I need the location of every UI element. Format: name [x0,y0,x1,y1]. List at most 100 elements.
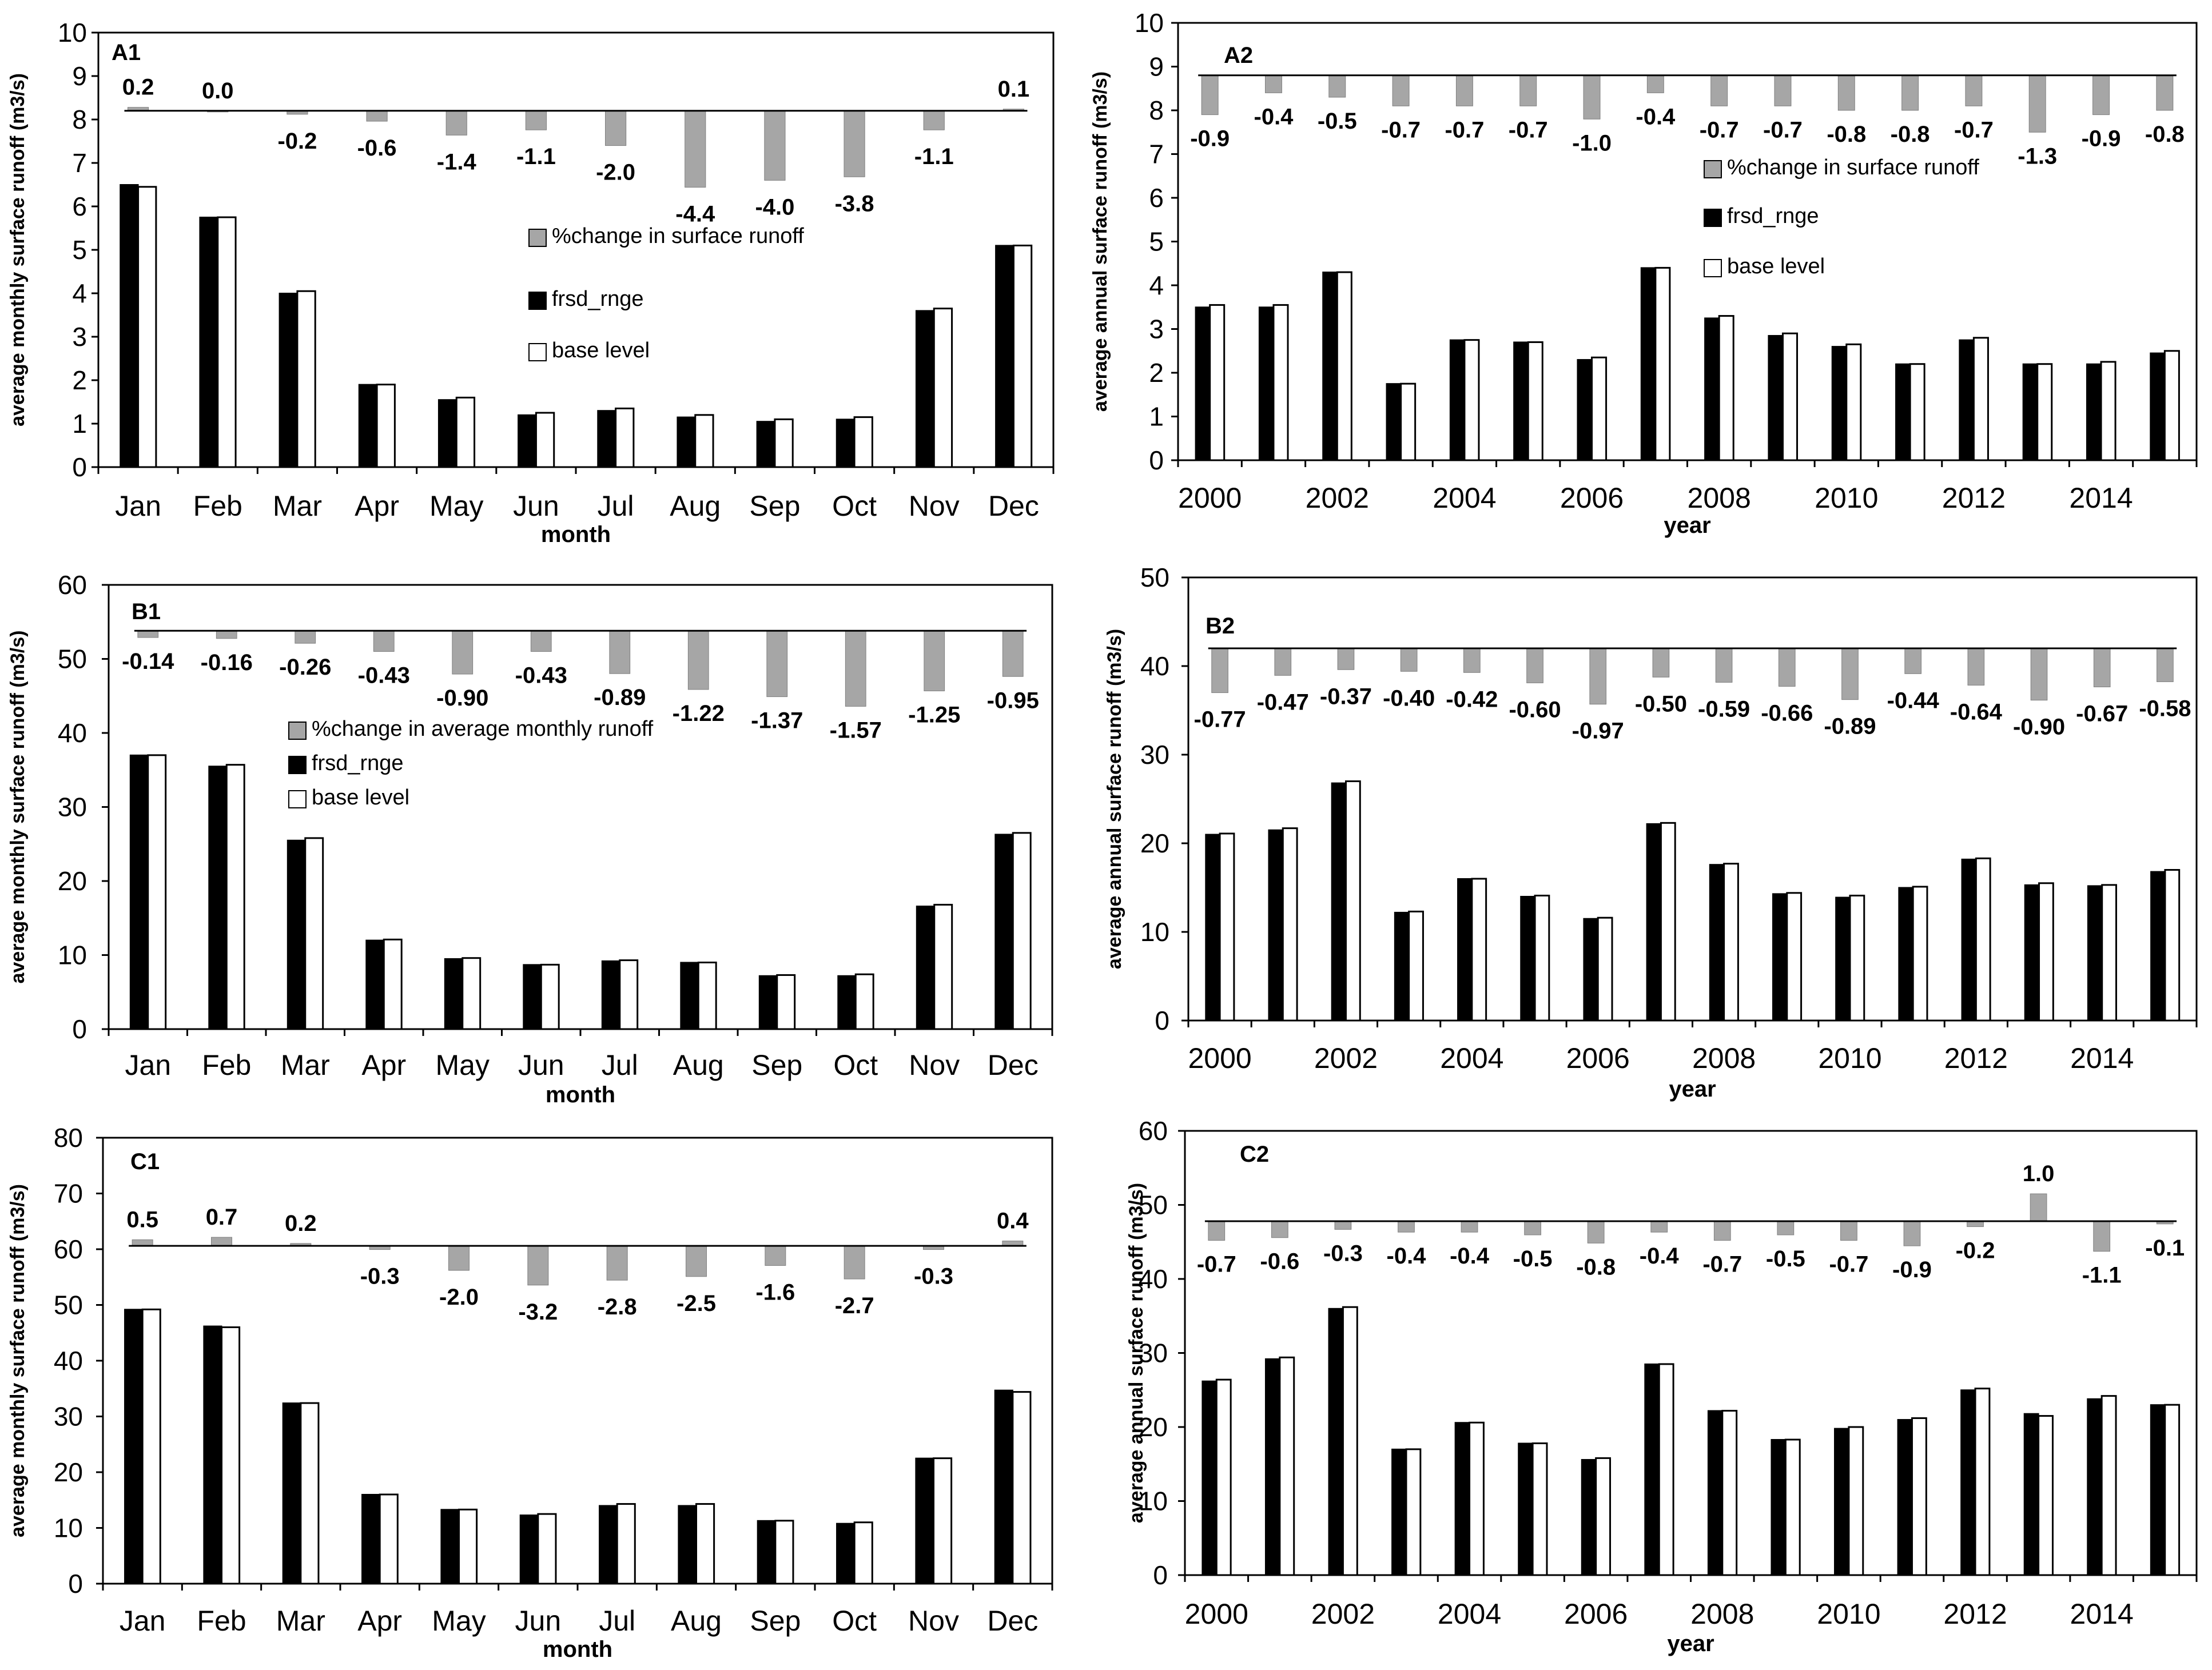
bar-base-level [2036,363,2053,461]
bar-base-level [853,1521,873,1585]
pct-change-label: -3.8 [835,191,874,216]
panel-b2: 0 10 20 30 40 50 2000 2002 2004 2006 2008 2010 2012 2… [1104,563,2198,1102]
x-tick-label: Jul [599,1605,635,1637]
bar-frsd-rnge [1640,267,1656,461]
bar-frsd-rnge [756,421,775,468]
pct-change-label: -0.37 [1320,684,1372,709]
pct-change-label: 0.2 [285,1211,317,1236]
x-tick-label: Apr [361,1049,406,1081]
bar-pct-change [1201,75,1219,115]
x-tick-label: Feb [197,1605,246,1637]
bar-base-level [1972,337,1989,461]
bar-base-level [2101,884,2118,1022]
pct-change-label: -0.6 [357,135,397,161]
bar-base-level [2100,361,2116,461]
pct-change-label: 0.2 [122,75,154,100]
bar-frsd-rnge [358,384,378,468]
y-tick-label: 5 [1149,227,1164,257]
bar-pct-change [132,1239,153,1246]
y-tick-label: 20 [54,1457,83,1487]
legend-label: base level [312,786,409,810]
x-tick-label: Jun [518,1049,564,1081]
pct-change-label: -0.89 [594,685,646,710]
bar-pct-change [1208,1221,1226,1241]
bar-pct-change [2092,75,2110,115]
bar-frsd-rnge [601,960,620,1030]
pct-change-label: -0.4 [1254,104,1294,129]
bar-frsd-rnge [1581,1458,1597,1576]
bar-frsd-rnge [1391,1448,1407,1576]
legend-swatch [528,292,547,310]
y-tick-label: 50 [1139,1190,1168,1220]
x-tick-label: Dec [988,490,1039,522]
bar-frsd-rnge [1258,306,1274,461]
x-tick-label: Apr [357,1605,402,1637]
pct-change-label: -0.59 [1698,696,1750,722]
bar-frsd-rnge [1709,864,1725,1021]
bar-base-level [2038,882,2054,1022]
bar-frsd-rnge [2150,1404,2166,1576]
bar-base-level [697,961,717,1030]
bar-frsd-rnge [2086,363,2102,461]
bar-frsd-rnge [1768,334,1784,461]
pct-change-label: -0.8 [2145,122,2185,147]
pct-change-label: -0.66 [1761,700,1813,726]
pct-change-label: -0.44 [1887,688,1940,713]
bar-base-level [383,938,403,1030]
bar-pct-change [687,630,709,690]
bar-base-level [1012,244,1033,468]
pct-change-label: -0.8 [1827,122,1866,147]
bar-base-level [1219,832,1235,1022]
x-tick-label: Mar [273,490,322,522]
bar-pct-change [1002,630,1024,677]
bar-pct-change [295,630,316,644]
pct-change-label: -1.25 [908,703,960,728]
pct-change-label: -1.1 [2082,1263,2122,1288]
bar-pct-change [1903,1221,1921,1246]
panel-label: A1 [112,40,141,65]
y-tick-label: 10 [1139,1486,1168,1516]
x-tick-label: Sep [749,490,800,522]
x-tick-label: 2002 [1311,1598,1375,1630]
bar-base-level [455,396,476,468]
bar-frsd-rnge [995,245,1015,468]
bar-base-level [225,764,245,1030]
bar-frsd-rnge [282,1402,301,1585]
x-tick-label: 2006 [1560,482,1624,514]
bar-base-level [1658,1363,1674,1576]
y-tick-label: 8 [72,105,87,134]
pct-change-label: -1.0 [1572,130,1612,156]
pct-change-label: -0.7 [1763,117,1803,142]
panel-label: C2 [1240,1142,1269,1167]
pct-change-label: 0.7 [206,1205,238,1230]
panel-b1: 0 10 20 30 40 50 60 Jan Feb Mar Apr May Jun Jul Aug Sep… [7,570,1053,1107]
bar-base-level [776,974,796,1030]
y-axis-title: average monthly surface runoff (m3/s) [7,73,29,427]
bar-base-level [147,754,167,1030]
pct-change-label: -3.2 [518,1300,558,1325]
bar-pct-change [530,630,552,652]
pct-change-label: -0.9 [1892,1257,1932,1282]
bar-base-level [1215,1378,1232,1576]
bar-frsd-rnge [444,958,463,1030]
y-tick-label: 10 [58,18,87,47]
bar-frsd-rnge [1644,1363,1660,1576]
bar-frsd-rnge [1518,1442,1534,1576]
bar-pct-change [765,1245,786,1266]
pct-change-label: 0.5 [126,1207,158,1232]
y-tick-label: 10 [54,1513,83,1543]
bar-base-level [1342,1306,1358,1576]
y-tick-label: 0 [1149,445,1164,475]
bar-pct-change [1274,648,1292,676]
bar-pct-change [1400,648,1418,672]
y-tick-label: 5 [72,235,87,265]
bar-frsd-rnge [2023,1413,2039,1576]
y-tick-label: 10 [58,940,87,970]
bar-frsd-rnge [519,1514,539,1584]
bar-frsd-rnge [2150,352,2166,461]
bar-frsd-rnge [1264,1358,1280,1576]
pct-change-label: -0.14 [122,649,174,674]
pct-change-label: -0.97 [1572,719,1624,744]
y-tick-label: 30 [54,1402,83,1432]
bar-pct-change [606,1245,628,1281]
